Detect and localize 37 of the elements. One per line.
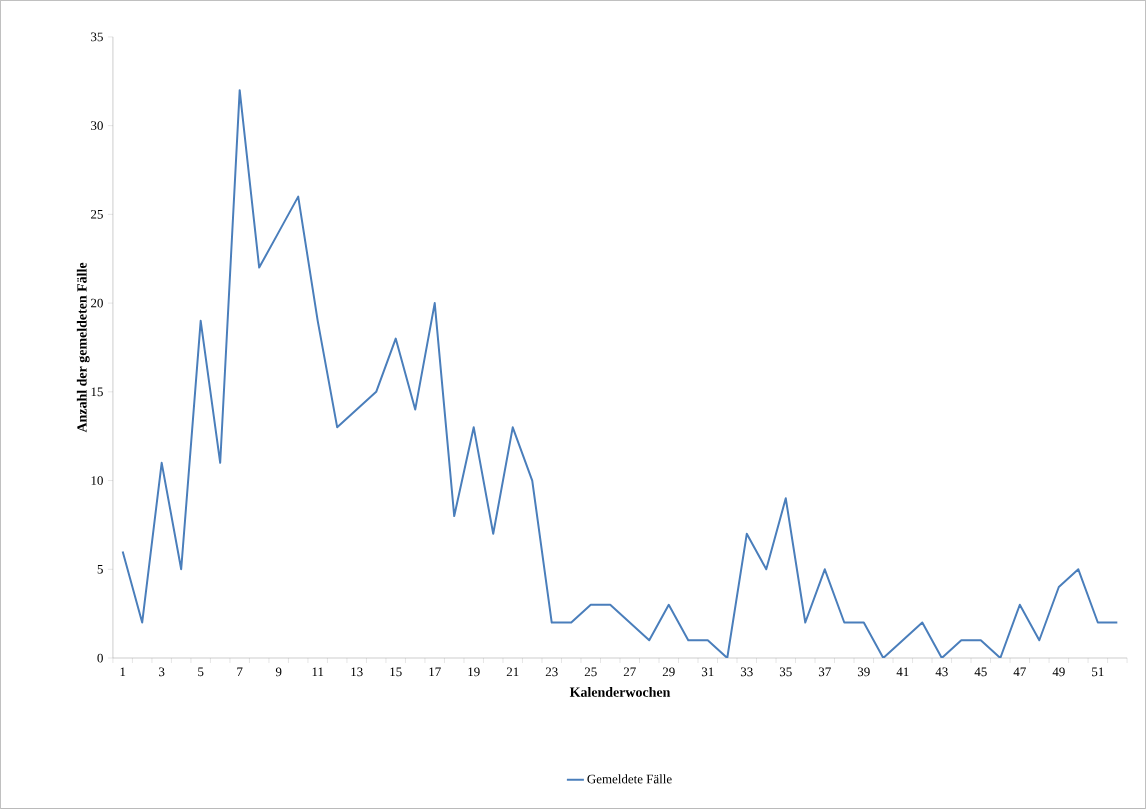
x-tick-label: 25	[584, 667, 597, 677]
x-tick-label: 43	[935, 667, 948, 677]
x-tick-label: 13	[351, 667, 363, 677]
legend-label: Gemeldete Fälle	[587, 774, 672, 784]
x-tick-label: 17	[429, 667, 441, 677]
y-tick-label: 5	[97, 565, 103, 574]
x-tick-label: 41	[896, 667, 909, 677]
x-tick-label: 29	[662, 667, 675, 677]
x-tick-label: 27	[623, 667, 636, 677]
x-tick-label: 39	[857, 667, 870, 677]
x-tick-label: 15	[390, 667, 402, 677]
x-tick-label: 31	[701, 667, 714, 677]
x-tick-label: 7	[237, 667, 243, 677]
x-tick-label: 35	[779, 667, 792, 677]
y-tick-label: 15	[91, 387, 103, 397]
x-tick-label: 47	[1013, 667, 1026, 677]
x-tick-label: 33	[740, 667, 753, 677]
x-axis-title: Kalenderwochen	[569, 687, 671, 697]
x-tick-label: 1	[120, 667, 126, 677]
y-axis-title: Anzahl der gemeldeten Fälle	[76, 262, 90, 433]
y-tick-label: 25	[91, 210, 103, 219]
x-tick-label: 21	[506, 667, 519, 677]
x-tick-label: 45	[974, 667, 987, 677]
x-tick-label: 9	[275, 667, 282, 677]
x-tick-label: 49	[1052, 667, 1065, 677]
y-tick-label: 10	[91, 476, 103, 485]
y-tick-label: 20	[91, 298, 103, 308]
x-tick-label: 51	[1092, 667, 1104, 677]
x-tick-label: 11	[312, 667, 324, 677]
x-tick-label: 5	[198, 667, 204, 677]
x-tick-label: 37	[818, 667, 831, 677]
x-tick-label: 23	[545, 667, 558, 677]
y-tick-label: 35	[91, 32, 103, 42]
y-tick-label: 0	[97, 653, 103, 663]
y-tick-label: 30	[91, 121, 103, 131]
x-tick-label: 19	[468, 667, 480, 677]
x-tick-label: 3	[159, 667, 165, 677]
